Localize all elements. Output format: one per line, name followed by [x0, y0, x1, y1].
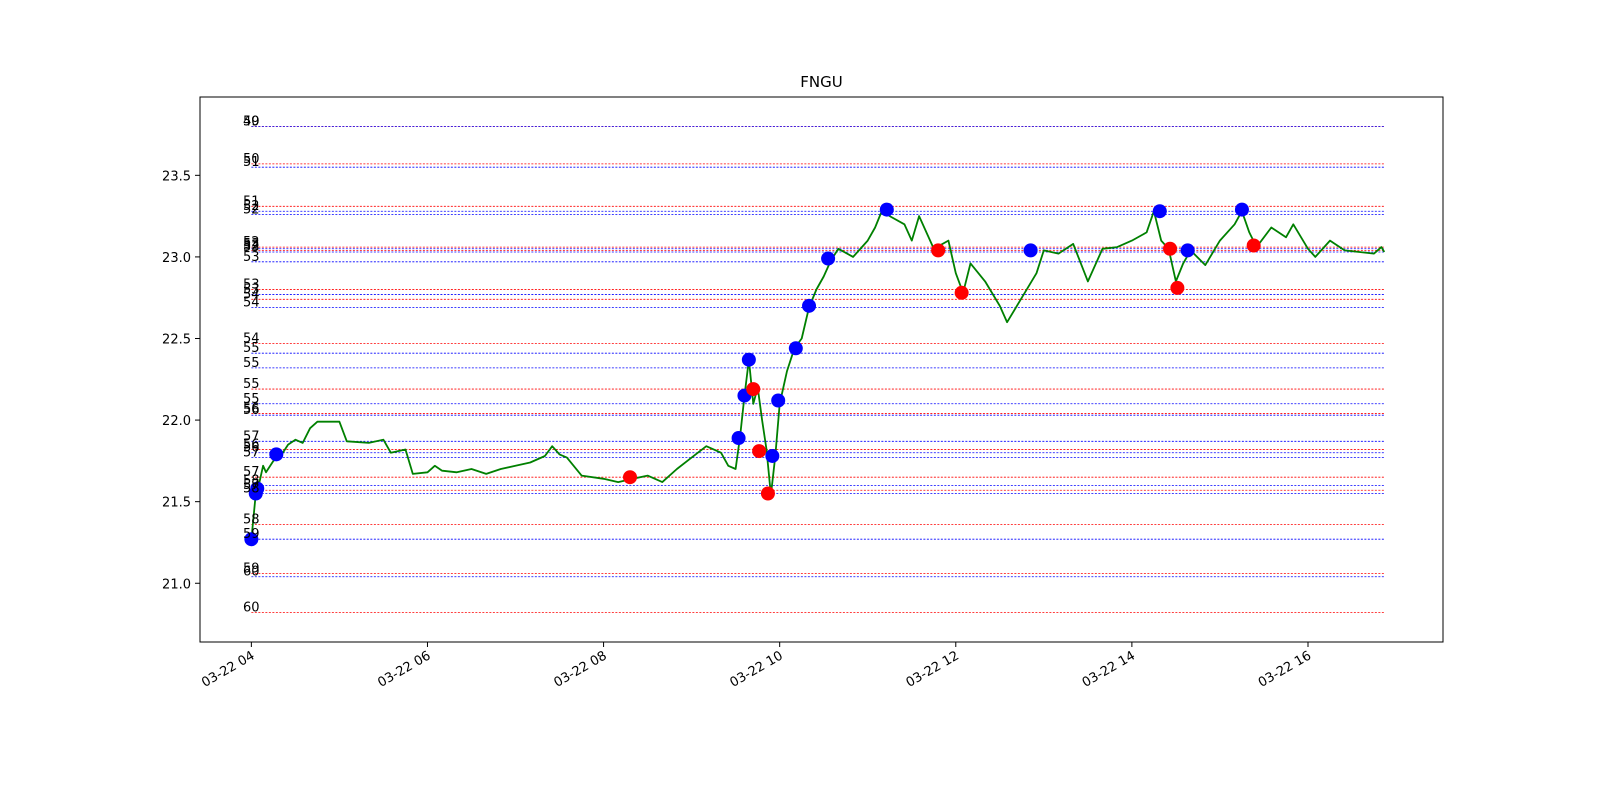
buy-signal-marker [821, 251, 836, 266]
level-label: 56 [243, 403, 260, 418]
buy-signal-marker [1023, 243, 1038, 258]
level-label: 57 [243, 429, 260, 444]
level-labels: 5049505151525252535253535353545454555555… [243, 114, 260, 615]
level-label: 53 [243, 282, 260, 297]
level-label: 56 [243, 441, 260, 456]
level-label: 54 [243, 295, 260, 310]
sell-signal-marker [931, 243, 946, 258]
buy-signal-marker [1234, 202, 1249, 217]
level-label: 53 [243, 278, 260, 293]
level-label: 50 [243, 114, 260, 129]
buy-signal-marker [250, 481, 265, 496]
level-label: 51 [243, 194, 260, 209]
buy-signal-marker [788, 341, 803, 356]
level-label: 52 [243, 199, 260, 214]
buy-signal-marker [269, 447, 284, 462]
level-label: 57 [243, 446, 260, 461]
sell-signal-marker [1170, 280, 1185, 295]
level-label: 55 [243, 356, 260, 371]
level-label: 56 [243, 402, 260, 417]
level-label: 54 [243, 287, 260, 302]
level-label: 56 [243, 437, 260, 452]
level-label: 57 [243, 478, 260, 493]
plot-area-frame [199, 96, 1444, 643]
chart-title: FNGU [800, 73, 842, 91]
y-tick-label: 21.0 [162, 577, 191, 592]
level-label: 58 [243, 473, 260, 488]
y-tick-label: 21.5 [162, 496, 191, 511]
level-label: 53 [243, 240, 260, 255]
level-label: 59 [243, 561, 260, 576]
buy-signal-marker [879, 202, 894, 217]
buy-signal-marker [731, 431, 746, 446]
level-label: 60 [243, 565, 260, 580]
buy-signal-marker [741, 352, 756, 367]
sell-signal-marker [746, 382, 761, 397]
signal-markers [244, 202, 1261, 547]
y-axis: 21.0 21.5 22.0 22.5 23.0 23.5 [162, 169, 200, 592]
buy-signal-marker [802, 298, 817, 313]
level-label: 52 [243, 202, 260, 217]
level-label: 60 [243, 601, 260, 616]
buy-signal-marker [244, 532, 259, 547]
y-tick-label: 22.0 [162, 414, 191, 429]
sell-signal-marker [622, 470, 637, 485]
level-label: 55 [243, 377, 260, 392]
level-label: 58 [243, 482, 260, 497]
y-tick-label: 23.5 [162, 169, 191, 184]
sell-signal-marker [760, 486, 775, 501]
level-label: 49 [243, 114, 260, 129]
y-tick-label: 23.0 [162, 251, 191, 266]
level-label: 59 [243, 527, 260, 542]
level-label: 52 [243, 238, 260, 253]
level-label: 52 [243, 235, 260, 250]
buy-signal-marker [1180, 243, 1195, 258]
buy-signal-marker [1152, 204, 1167, 219]
buy-signal-marker [765, 448, 780, 463]
level-label: 55 [243, 341, 260, 356]
level-label: 53 [243, 237, 260, 252]
sell-signal-marker [1246, 238, 1261, 253]
sell-signal-marker [752, 444, 767, 459]
level-label: 50 [243, 152, 260, 167]
level-label: 54 [243, 331, 260, 346]
sell-signal-marker [954, 285, 969, 300]
buy-signal-marker [771, 393, 786, 408]
level-label: 55 [243, 392, 260, 407]
sell-signal-marker [1163, 241, 1178, 256]
level-label: 53 [243, 250, 260, 265]
level-label: 58 [243, 513, 260, 528]
level-label: 51 [243, 155, 260, 170]
y-tick-label: 22.5 [162, 332, 191, 347]
level-label: 57 [243, 465, 260, 480]
